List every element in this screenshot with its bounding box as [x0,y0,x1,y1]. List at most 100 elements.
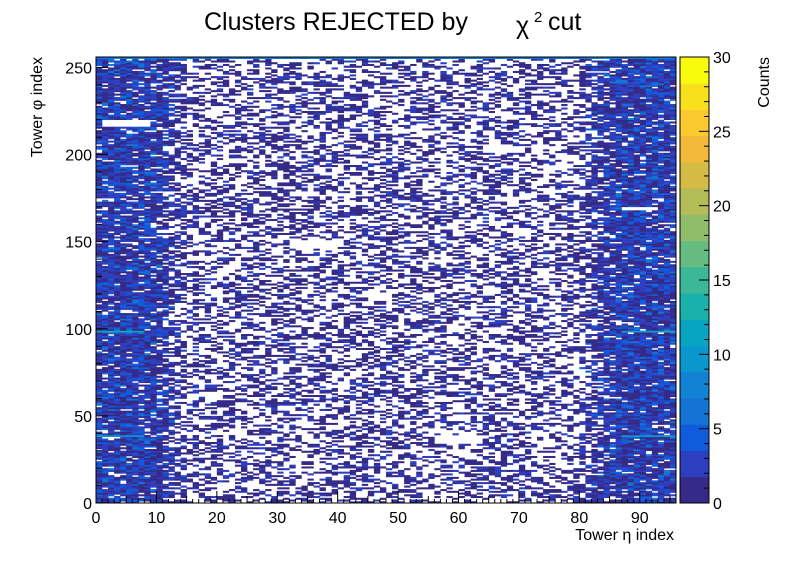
heatmap-cell [482,426,490,429]
heatmap-cell [627,401,635,404]
heatmap-cell [259,452,266,455]
heatmap-cell [579,311,592,314]
heatmap-cell [488,447,502,450]
heatmap-cell [313,422,338,425]
heatmap-cell [325,339,332,342]
heatmap-cell [228,335,236,338]
heatmap-cell [494,473,502,476]
heatmap-cell [108,480,115,483]
heatmap-cell [663,313,677,316]
heatmap-cell [319,342,326,345]
heatmap-cell [404,468,411,471]
heatmap-cell [108,424,121,427]
heatmap-cell [597,320,610,323]
heatmap-cell [114,363,121,366]
heatmap-cell [663,431,677,434]
heatmap-cell [144,375,151,378]
heatmap-cell [579,445,586,448]
heatmap-cell [331,393,338,396]
heatmap-cell [216,320,224,323]
heatmap-cell [651,469,665,472]
heatmap-cell [524,309,532,312]
heatmap-cell [615,330,622,333]
heatmap-cell [573,389,580,392]
heatmap-cell [325,358,332,361]
heatmap-cell [639,417,647,420]
heatmap-cell [512,363,532,366]
heatmap-cell [609,370,616,373]
heatmap-cell [277,438,302,441]
heatmap-cell [259,447,266,450]
heatmap-cell [192,300,200,303]
heatmap-cell [234,461,242,464]
heatmap-cell [615,489,622,492]
heatmap-cell [367,415,375,418]
heatmap-cell [277,440,284,443]
heatmap-cell [234,330,242,333]
heatmap-cell [180,286,187,290]
heatmap-cell [651,325,665,328]
heatmap-cell [609,316,616,319]
heatmap-cell [633,318,641,321]
heatmap-cell [404,410,411,413]
heatmap-cell [132,410,139,413]
heatmap-cell [657,393,671,396]
heatmap-cell [609,332,616,335]
heatmap-cell [452,382,459,385]
heatmap-cell [216,332,236,335]
heatmap-cell [120,302,127,305]
heatmap-cell [174,283,181,286]
heatmap-cell [355,429,363,432]
heatmap-cell [500,426,508,429]
heatmap-cell [524,353,532,356]
heatmap-cell [186,478,193,481]
heatmap-cell [150,429,157,432]
heatmap-cell [651,293,659,296]
heatmap-cell [621,286,628,290]
heatmap-cell [307,419,314,422]
heatmap-cell [156,384,169,387]
heatmap-cell [126,285,133,288]
heatmap-cell [156,466,175,469]
heatmap-cell [132,327,139,330]
heatmap-cell [482,431,490,434]
heatmap-cell [549,370,562,373]
heatmap-cell [331,489,338,492]
heatmap-cell [138,313,151,316]
heatmap-cell [651,290,665,293]
heatmap-cell [585,367,592,370]
heatmap-cell [313,382,320,385]
heatmap-cell [247,340,260,344]
heatmap-cell [446,347,459,350]
heatmap-cell [259,290,266,293]
heatmap-cell [434,304,441,307]
heatmap-cell [108,320,115,323]
heatmap-cell [639,281,647,284]
heatmap-cell [633,365,641,368]
heatmap-cell [609,304,616,307]
heatmap-cell [108,382,115,385]
heatmap-cell [319,375,332,378]
heatmap-cell [669,316,677,319]
heatmap-cell [404,475,411,478]
heatmap-cell [319,478,326,481]
heatmap-cell [657,335,665,338]
heatmap-cell [518,285,532,288]
heatmap-cell [603,377,622,380]
heatmap-cell [247,360,254,363]
heatmap-cell [174,393,181,396]
heatmap-cell [108,445,115,448]
heatmap-cell [567,339,574,342]
heatmap-cell [518,468,526,471]
heatmap-cell [361,499,369,502]
heatmap-cell [313,471,338,474]
heatmap-cell [180,440,187,443]
heatmap-cell [168,424,175,427]
heatmap-cell [114,431,133,434]
heatmap-cell [410,435,423,438]
heatmap-cell [168,290,175,293]
heatmap-cell [398,353,405,356]
heatmap-cell [319,327,338,330]
heatmap-cell [591,313,598,316]
heatmap-cell [416,468,423,471]
